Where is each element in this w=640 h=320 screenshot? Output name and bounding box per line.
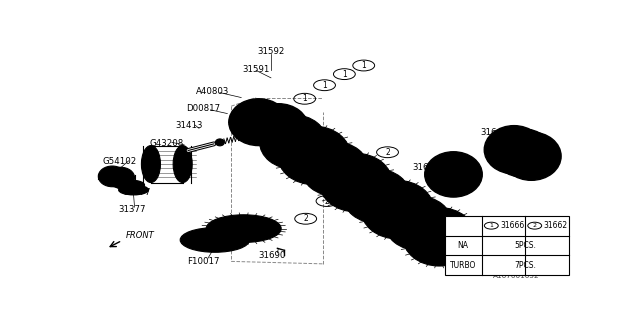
Text: 1: 1 [490,223,493,228]
Text: D00817: D00817 [186,104,220,113]
Text: 7PCS.: 7PCS. [514,260,536,269]
Ellipse shape [260,115,327,169]
Text: A40803: A40803 [196,87,230,96]
Text: G54102: G54102 [102,157,137,166]
Ellipse shape [262,114,295,140]
Text: 2: 2 [364,163,369,172]
Text: 31666: 31666 [500,221,525,230]
Ellipse shape [278,126,351,185]
Ellipse shape [495,133,533,166]
Ellipse shape [221,220,266,237]
Text: F10017: F10017 [187,257,220,266]
Ellipse shape [118,185,148,195]
Ellipse shape [103,170,121,183]
Text: 2: 2 [324,196,330,205]
Text: FRONT: FRONT [126,231,155,240]
Ellipse shape [333,164,378,201]
Ellipse shape [403,207,476,266]
Text: 31377: 31377 [124,188,151,197]
Ellipse shape [493,129,553,177]
Ellipse shape [173,146,192,182]
Text: 31643: 31643 [481,128,508,137]
Text: 5PCS.: 5PCS. [514,241,536,250]
Text: 31667: 31667 [212,237,240,246]
Ellipse shape [229,99,288,146]
Text: 31377: 31377 [118,205,146,214]
Text: 1: 1 [302,94,307,103]
Text: 31690: 31690 [259,251,286,260]
Ellipse shape [115,180,145,190]
Ellipse shape [434,158,474,190]
Text: 31662: 31662 [543,221,568,230]
Ellipse shape [248,104,308,150]
Text: 2: 2 [303,214,308,223]
Text: 1: 1 [322,81,327,90]
Ellipse shape [504,136,542,170]
Ellipse shape [247,132,256,139]
Ellipse shape [385,196,452,250]
Text: 31592: 31592 [257,47,285,56]
Ellipse shape [177,150,188,178]
Ellipse shape [192,232,237,248]
Ellipse shape [180,228,250,252]
Text: 31591: 31591 [243,65,270,74]
Ellipse shape [120,182,140,188]
Ellipse shape [355,178,399,214]
Ellipse shape [502,132,561,180]
Ellipse shape [425,152,483,197]
Ellipse shape [301,142,369,196]
Text: A167001052: A167001052 [493,273,540,279]
Ellipse shape [242,109,275,135]
Text: 2: 2 [385,148,390,157]
Text: G43208: G43208 [150,139,184,148]
Text: 2: 2 [532,223,537,228]
Ellipse shape [319,153,392,212]
Ellipse shape [513,140,550,173]
Ellipse shape [484,126,544,174]
Text: NA: NA [458,241,468,250]
Ellipse shape [141,146,161,182]
Ellipse shape [343,169,410,223]
Text: 2: 2 [346,180,350,189]
Ellipse shape [396,205,440,241]
Text: 31413: 31413 [175,121,203,130]
Ellipse shape [417,219,461,255]
Ellipse shape [312,151,357,187]
Ellipse shape [107,167,134,188]
Ellipse shape [361,180,434,239]
Ellipse shape [99,166,126,187]
Ellipse shape [375,192,420,228]
Text: TURBO: TURBO [450,260,476,269]
Ellipse shape [271,124,316,160]
Ellipse shape [292,138,337,173]
Text: 31668: 31668 [412,163,440,172]
Text: 1: 1 [362,61,366,70]
FancyBboxPatch shape [445,216,568,275]
Text: 1: 1 [342,70,347,79]
Ellipse shape [206,215,281,243]
Ellipse shape [124,187,143,193]
Ellipse shape [216,139,225,146]
Ellipse shape [112,171,130,185]
